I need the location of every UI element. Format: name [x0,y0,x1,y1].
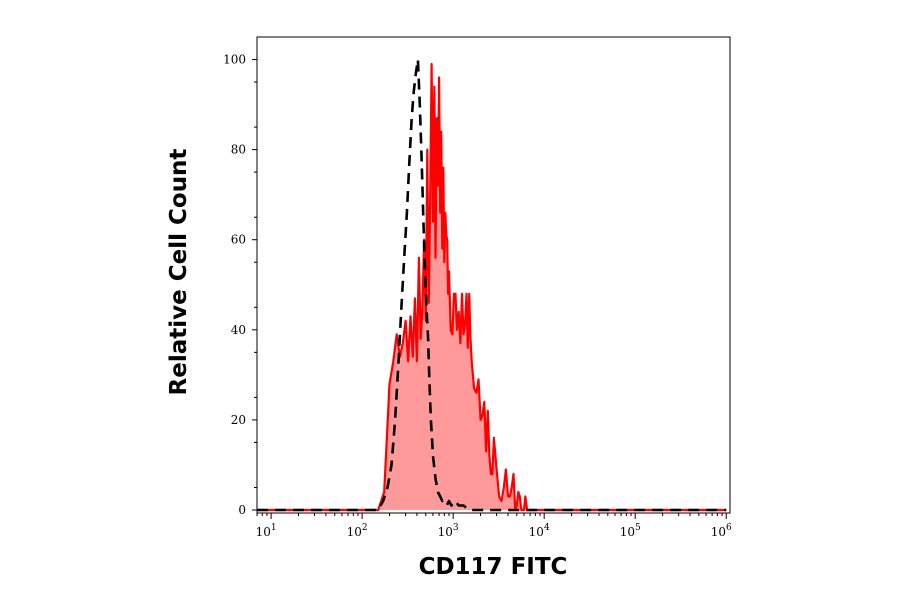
y-tick-label: 0 [238,503,246,517]
x-tick-label: 104 [529,523,550,539]
control-histogram-line [257,58,727,512]
x-axis: 101 102 103 104 105 106 [256,513,732,539]
y-tick-label: 80 [231,143,246,157]
y-axis: 0 20 40 60 80 100 [223,53,257,517]
x-tick-label: 101 [256,523,277,539]
plot-frame [256,36,731,514]
x-tick-label: 102 [347,523,368,539]
y-tick-label: 20 [231,413,246,427]
y-tick-label: 40 [231,323,246,337]
stained-histogram-line [257,62,727,512]
y-tick-label: 60 [231,233,246,247]
x-tick-label: 106 [711,523,732,539]
y-tick-label: 100 [223,53,246,67]
x-tick-label: 105 [620,523,641,539]
y-axis-label: Relative Cell Count [166,149,192,396]
x-tick-label: 103 [438,523,459,539]
stained-histogram-fill [257,64,727,510]
x-axis-label: CD117 FITC [419,554,568,580]
series-layer [257,58,727,512]
